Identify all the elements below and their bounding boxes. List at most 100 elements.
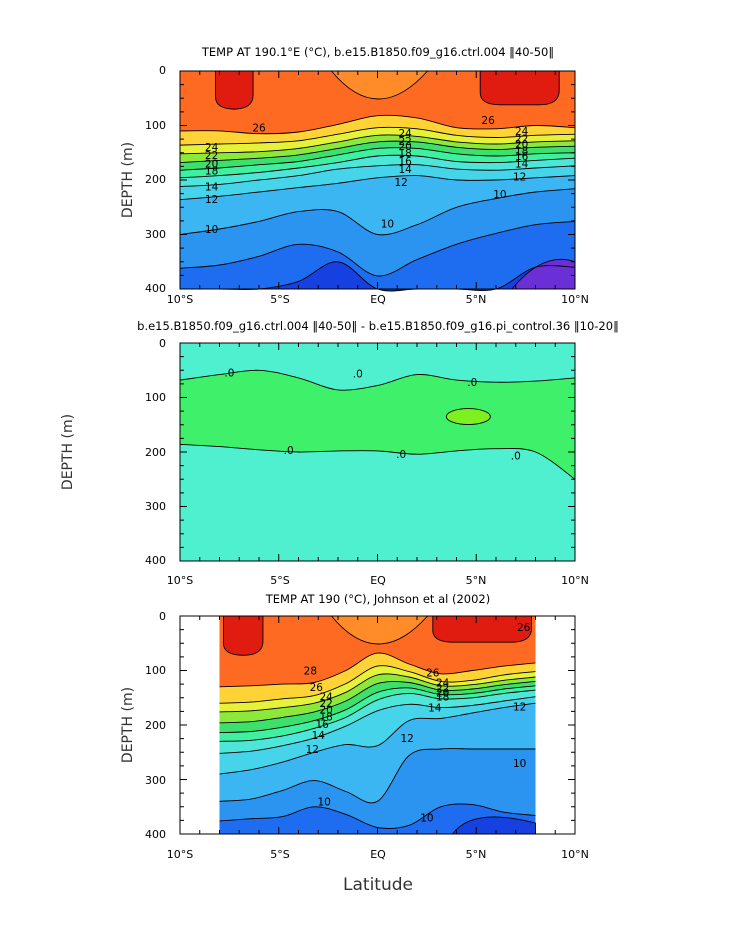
contour-label: 16 — [515, 151, 529, 163]
contour-label: 12 — [513, 701, 526, 713]
panel-2-y-tick-400: 400 — [145, 554, 166, 567]
contour-label: 14 — [398, 164, 412, 176]
panel-1-temperature-model: TEMP AT 190.1°E (°C), b.e15.B1850.f09_g1… — [120, 45, 589, 306]
contour-label: 26 — [310, 682, 324, 694]
contour-label: 24 — [319, 692, 333, 704]
panel-2-y-axis-label: DEPTH (m) — [60, 414, 76, 490]
contour-label: 22 — [319, 698, 332, 710]
contour-label: 18 — [205, 166, 218, 178]
contour-label: 22 — [205, 150, 218, 162]
panel-2-title: b.e15.B1850.f09_g16.ctrl.004 ‖40-50‖ - b… — [137, 319, 619, 333]
panel-1-y-tick-300: 300 — [145, 228, 166, 241]
diff-positive-band — [180, 370, 575, 480]
panel-2-difference: b.e15.B1850.f09_g16.ctrl.004 ‖40-50‖ - b… — [60, 319, 619, 587]
contour-label: 18 — [436, 692, 449, 704]
contour-label: 12 — [400, 733, 413, 745]
contour-line-zero-lower — [179, 443, 576, 480]
contour-label: 24 — [205, 142, 219, 154]
diff-positive-bubble — [445, 408, 491, 426]
panel-2-y-tick-300: 300 — [145, 500, 166, 513]
contour-line-12 — [219, 702, 536, 775]
panel-3-y-tick-200: 200 — [145, 719, 166, 732]
contour-line-10 — [219, 748, 536, 804]
panel-2-x-tick-eq: EQ — [370, 574, 386, 587]
warm-pool-2 — [432, 615, 532, 643]
contour-line-20 — [179, 140, 576, 164]
contour-label: .0 — [511, 450, 521, 462]
contour-line-16 — [219, 689, 536, 742]
panel-1-x-tick-eq: EQ — [370, 293, 386, 306]
panel-2-y-tick-200: 200 — [145, 446, 166, 459]
contour-label: 22 — [436, 683, 449, 695]
contour-label: 14 — [205, 182, 219, 194]
warm-pool-2 — [479, 70, 560, 106]
x-axis-label: Latitude — [343, 875, 413, 895]
contour-label: 20 — [319, 705, 332, 717]
panel-3-x-tick-eq: EQ — [370, 848, 386, 861]
contour-label: 20 — [398, 141, 411, 153]
contour-label: .0 — [284, 445, 294, 457]
panel-1-x-tick-10s: 10°S — [167, 293, 193, 306]
panel-3-x-tick-5s: 5°S — [270, 848, 289, 861]
contour-label: 12 — [306, 744, 319, 756]
contour-label: 24 — [515, 126, 529, 138]
contour-line-20 — [219, 680, 536, 724]
contour-label: 10 — [513, 758, 526, 770]
panel-2-x-tick-10s: 10°S — [167, 574, 193, 587]
contour-label: 22 — [398, 136, 411, 148]
contour-line-22 — [179, 134, 576, 155]
panel-3-y-tick-400: 400 — [145, 828, 166, 841]
contour-line-18 — [219, 685, 536, 734]
panel-3-y-tick-300: 300 — [145, 774, 166, 787]
contour-line-14 — [219, 696, 536, 754]
contour-label: 26 — [517, 622, 531, 634]
contour-line-18 — [179, 147, 576, 171]
contour-label: .0 — [396, 449, 406, 461]
contour-label: .0 — [353, 369, 363, 381]
panel-1-title: TEMP AT 190.1°E (°C), b.e15.B1850.f09_g1… — [201, 45, 554, 59]
panel-1-y-tick-100: 100 — [145, 119, 166, 132]
contour-label: .0 — [467, 377, 477, 389]
panel-2-x-tick-10n: 10°N — [561, 574, 589, 587]
contour-label: 24 — [398, 128, 412, 140]
contour-line-26 — [179, 114, 576, 135]
contour-label: 26 — [252, 123, 266, 135]
contour-line-24 — [179, 126, 576, 146]
panel-1-y-tick-200: 200 — [145, 173, 166, 186]
panel-3-temperature-observed: TEMP AT 190 (°C), Johnson et al (2002) D… — [120, 592, 589, 895]
contour-label: 14 — [312, 730, 326, 742]
equatorial-cool-tongue — [330, 70, 429, 100]
warm-pool-1 — [215, 70, 254, 110]
contour-label: 14 — [515, 159, 529, 171]
panel-3-y-axis-label: DEPTH (m) — [120, 687, 136, 763]
contour-label: 10 — [205, 224, 218, 236]
panel-1-y-tick-0: 0 — [159, 64, 166, 77]
contour-label: 10 — [381, 219, 394, 231]
panel-1-x-tick-10n: 10°N — [561, 293, 589, 306]
contour-line-8 — [179, 220, 576, 277]
panel-1-y-tick-400: 400 — [145, 282, 166, 295]
contour-label: .0 — [224, 367, 234, 379]
contour-label: 12 — [205, 194, 218, 206]
panel-2-y-tick-0: 0 — [159, 337, 166, 350]
panel-3-x-tick-10n: 10°N — [561, 848, 589, 861]
equatorial-cool-tongue — [330, 615, 429, 645]
panel-3-y-tick-100: 100 — [145, 664, 166, 677]
contour-label: 10 — [420, 813, 433, 825]
contour-label: 24 — [436, 677, 450, 689]
panel-2-y-tick-100: 100 — [145, 391, 166, 404]
contour-line-26 — [219, 652, 536, 688]
contour-label: 10 — [493, 189, 506, 201]
contour-line-zero-upper — [179, 369, 576, 391]
panel-2-x-tick-5n: 5°N — [466, 574, 487, 587]
contour-label: 12 — [513, 172, 526, 184]
deep-cold-blob — [451, 816, 536, 835]
warm-pool-1 — [223, 615, 264, 656]
contour-line-22 — [219, 673, 536, 713]
contour-label: 16 — [316, 719, 330, 731]
contour-label: 14 — [428, 703, 442, 715]
panel-3-x-tick-5n: 5°N — [466, 848, 487, 861]
contour-label: 12 — [395, 177, 408, 189]
panel-1-x-tick-5s: 5°S — [270, 293, 289, 306]
